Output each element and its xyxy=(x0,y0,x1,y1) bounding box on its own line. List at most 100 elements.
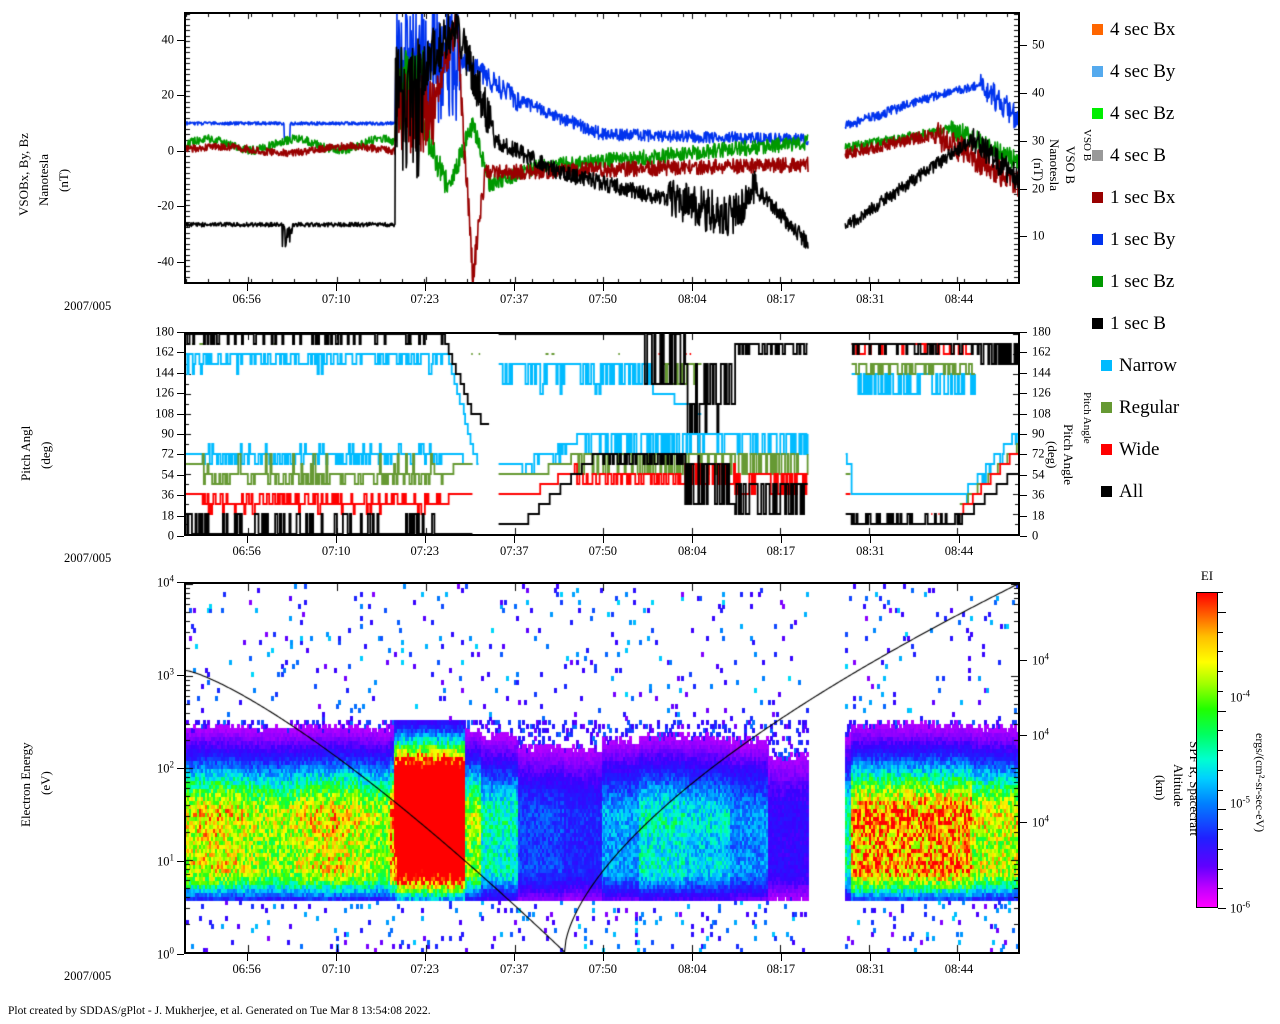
colorbar-tick-label: 10-4 xyxy=(1230,689,1250,706)
time-tick-mark xyxy=(870,954,871,961)
magnetic-field-panel xyxy=(184,12,1020,284)
legend-item-label: 4 sec Bz xyxy=(1110,104,1174,123)
panel2-date-stamp: 2007/005 xyxy=(64,551,111,566)
legend-item-wide[interactable]: Wide xyxy=(1092,428,1280,470)
legend-item-4-sec-by[interactable]: 4 sec By xyxy=(1092,50,1280,92)
tick-label: 126 xyxy=(0,386,174,401)
tick-mark xyxy=(177,373,184,374)
legend-item-label: All xyxy=(1119,482,1143,501)
colorbar-tick-mark xyxy=(1218,888,1223,889)
legend-item-label: Narrow xyxy=(1119,356,1177,375)
legend-item-all[interactable]: All xyxy=(1092,470,1280,512)
legend-item-1-sec-bx[interactable]: 1 sec Bx xyxy=(1092,176,1280,218)
legend-swatch xyxy=(1092,108,1103,119)
legend-pitch-angle-text: Pitch Angle xyxy=(1081,392,1093,444)
legend-item-4-sec-bx[interactable]: 4 sec Bx xyxy=(1092,8,1280,50)
legend-swatch xyxy=(1092,150,1103,161)
tick-mark xyxy=(177,40,184,41)
tick-label: -20 xyxy=(0,199,174,214)
legend-swatch xyxy=(1092,192,1103,203)
panel3-right-units2-text: (km) xyxy=(1153,775,1168,800)
tick-label: 104 xyxy=(1032,652,1049,669)
tick-label: 90 xyxy=(1032,427,1045,442)
colorbar-tick-mark xyxy=(1218,750,1223,751)
tick-label: 162 xyxy=(1032,345,1051,360)
panel2-right-units-text: (deg) xyxy=(1045,441,1060,468)
pitch-angle-panel xyxy=(184,332,1020,536)
legend-vso-b-text: VSO B xyxy=(1081,129,1093,161)
electron-energy-spectrogram-panel xyxy=(184,582,1020,954)
panel3-date-stamp: 2007/005 xyxy=(64,969,111,984)
tick-label: 18 xyxy=(1032,508,1045,523)
panel3-right-units-text: Altitude xyxy=(1171,764,1186,807)
tick-label: 36 xyxy=(0,488,174,503)
time-tick-mark xyxy=(603,284,604,291)
tick-mark xyxy=(177,768,184,769)
legend-item-narrow[interactable]: Narrow xyxy=(1092,344,1280,386)
panel3-left-axis-title: Electron Energy xyxy=(18,743,33,828)
time-tick-mark xyxy=(603,954,604,961)
tick-label: 104 xyxy=(0,573,174,590)
time-tick-mark xyxy=(247,536,248,543)
time-tick-label: 08:31 xyxy=(846,544,894,559)
time-tick-label: 07:10 xyxy=(312,292,360,307)
tick-label: 144 xyxy=(1032,365,1051,380)
tick-mark xyxy=(177,454,184,455)
tick-mark xyxy=(1020,660,1027,661)
legend-item-1-sec-bz[interactable]: 1 sec Bz xyxy=(1092,260,1280,302)
pitch-angle-plot-canvas xyxy=(186,334,1018,534)
legend-item-label: 4 sec B xyxy=(1110,146,1166,165)
tick-mark xyxy=(1020,332,1027,333)
tick-mark xyxy=(177,434,184,435)
legend-item-label: 4 sec Bx xyxy=(1110,20,1175,39)
colorbar-tick-mark xyxy=(1218,809,1226,810)
tick-mark xyxy=(177,495,184,496)
time-tick-mark xyxy=(425,954,426,961)
tick-mark xyxy=(1020,45,1027,46)
tick-label: 180 xyxy=(1032,325,1051,340)
colorbar-tick-mark xyxy=(1218,908,1226,909)
legend-swatch xyxy=(1092,318,1103,329)
time-tick-label: 07:37 xyxy=(490,544,538,559)
colorbar-tick-mark xyxy=(1218,770,1223,771)
legend-item-1-sec-by[interactable]: 1 sec By xyxy=(1092,218,1280,260)
tick-label: 50 xyxy=(1032,38,1045,53)
time-tick-mark xyxy=(247,954,248,961)
colorbar-tick-mark xyxy=(1218,869,1223,870)
tick-mark xyxy=(1020,536,1027,537)
colorbar-tick-mark xyxy=(1218,849,1223,850)
colorbar-tick-mark xyxy=(1218,612,1226,613)
tick-label: 101 xyxy=(0,852,174,869)
tick-mark xyxy=(1020,735,1027,736)
tick-mark xyxy=(1020,93,1027,94)
time-tick-mark xyxy=(870,284,871,291)
time-tick-label: 06:56 xyxy=(223,292,271,307)
tick-mark xyxy=(177,675,184,676)
tick-label: 72 xyxy=(1032,447,1045,462)
tick-label: 104 xyxy=(1032,726,1049,743)
tick-label: 108 xyxy=(0,406,174,421)
legend-item-1-sec-b[interactable]: 1 sec B xyxy=(1092,302,1280,344)
legend-item-regular[interactable]: Regular xyxy=(1092,386,1280,428)
time-tick-label: 08:17 xyxy=(757,962,805,977)
colorbar-tick-mark xyxy=(1218,790,1223,791)
tick-mark xyxy=(1020,141,1027,142)
tick-label: 18 xyxy=(0,508,174,523)
tick-mark xyxy=(177,262,184,263)
time-tick-label: 08:04 xyxy=(668,292,716,307)
tick-mark xyxy=(177,475,184,476)
time-tick-label: 08:04 xyxy=(668,962,716,977)
time-tick-label: 07:50 xyxy=(579,292,627,307)
time-tick-mark xyxy=(959,284,960,291)
panel3-right-axis-units2: (km) xyxy=(1152,760,1168,816)
legend-item-label: 4 sec By xyxy=(1110,62,1175,81)
time-tick-label: 07:50 xyxy=(579,544,627,559)
colorbar-gradient xyxy=(1196,592,1218,908)
magnetic-field-plot-canvas xyxy=(186,14,1018,282)
time-tick-label: 07:23 xyxy=(401,962,449,977)
time-tick-label: 07:23 xyxy=(401,544,449,559)
tick-label: 102 xyxy=(0,759,174,776)
legend-item-4-sec-b[interactable]: 4 sec B xyxy=(1092,134,1280,176)
legend-item-4-sec-bz[interactable]: 4 sec Bz xyxy=(1092,92,1280,134)
tick-label: 180 xyxy=(0,325,174,340)
